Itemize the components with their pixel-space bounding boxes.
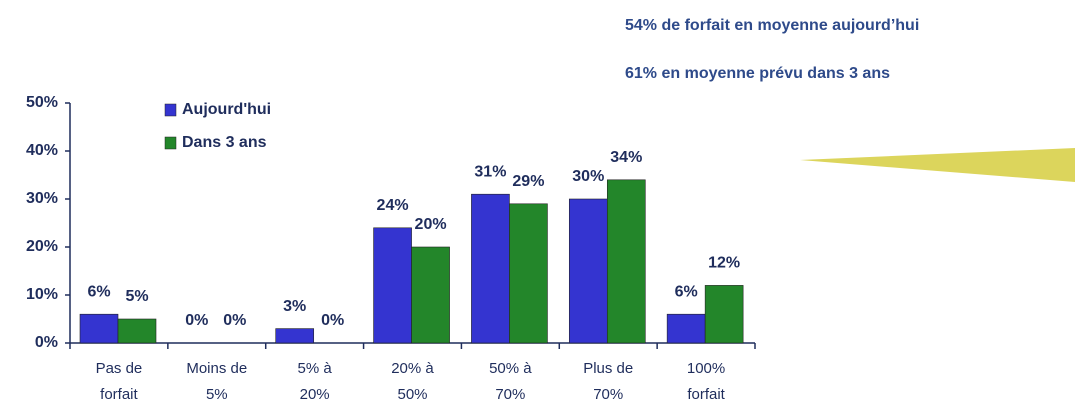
annotation: 61% en moyenne prévu dans 3 ans bbox=[625, 65, 890, 82]
legend-label: Dans 3 ans bbox=[182, 134, 267, 151]
legend-label: Aujourd'hui bbox=[182, 101, 271, 118]
data-label: 6% bbox=[87, 283, 110, 300]
bar bbox=[666, 313, 706, 344]
bar bbox=[79, 313, 119, 344]
bar bbox=[373, 227, 412, 344]
data-label: 6% bbox=[675, 283, 698, 300]
x-tick-label: 70% bbox=[593, 386, 623, 403]
x-tick-label: Moins de bbox=[186, 360, 247, 377]
data-label: 0% bbox=[185, 312, 208, 329]
y-tick-label: 0% bbox=[35, 334, 58, 351]
data-label: 0% bbox=[321, 312, 344, 329]
y-tick-label: 10% bbox=[26, 286, 58, 303]
data-label: 31% bbox=[474, 163, 506, 180]
x-tick-label: Pas de bbox=[96, 360, 143, 377]
data-label: 5% bbox=[125, 288, 148, 305]
y-tick-label: 30% bbox=[26, 190, 58, 207]
bar bbox=[117, 318, 157, 344]
x-tick-label: 5% bbox=[206, 386, 228, 403]
y-tick-label: 20% bbox=[26, 238, 58, 255]
legend-swatch bbox=[164, 136, 177, 150]
pointer-wedge bbox=[800, 148, 1075, 182]
x-tick-label: 50% à bbox=[489, 360, 532, 377]
bar bbox=[568, 198, 608, 344]
bar bbox=[509, 203, 548, 344]
data-label: 12% bbox=[708, 255, 740, 272]
bar bbox=[275, 328, 315, 344]
data-label: 0% bbox=[223, 312, 246, 329]
bar bbox=[704, 285, 744, 344]
x-tick-label: Plus de bbox=[583, 360, 633, 377]
x-tick-label: 50% bbox=[397, 386, 427, 403]
x-tick-label: 20% à bbox=[391, 360, 434, 377]
data-label: 29% bbox=[512, 173, 544, 190]
annotation: 54% de forfait en moyenne aujourd’hui bbox=[625, 17, 919, 34]
data-label: 20% bbox=[415, 216, 447, 233]
legend-swatch bbox=[164, 103, 177, 117]
bar bbox=[606, 179, 646, 344]
x-tick-label: forfait bbox=[100, 386, 138, 403]
bar bbox=[471, 193, 510, 344]
x-tick-label: 20% bbox=[300, 386, 330, 403]
data-label: 34% bbox=[610, 149, 642, 166]
bar bbox=[411, 246, 450, 344]
data-label: 30% bbox=[572, 168, 604, 185]
x-tick-label: forfait bbox=[687, 386, 725, 403]
y-tick-label: 40% bbox=[26, 142, 58, 159]
y-tick-label: 50% bbox=[26, 94, 58, 111]
x-tick-label: 5% à bbox=[298, 360, 333, 377]
data-label: 3% bbox=[283, 298, 306, 315]
x-tick-label: 70% bbox=[495, 386, 525, 403]
x-tick-label: 100% bbox=[687, 360, 725, 377]
data-label: 24% bbox=[377, 197, 409, 214]
